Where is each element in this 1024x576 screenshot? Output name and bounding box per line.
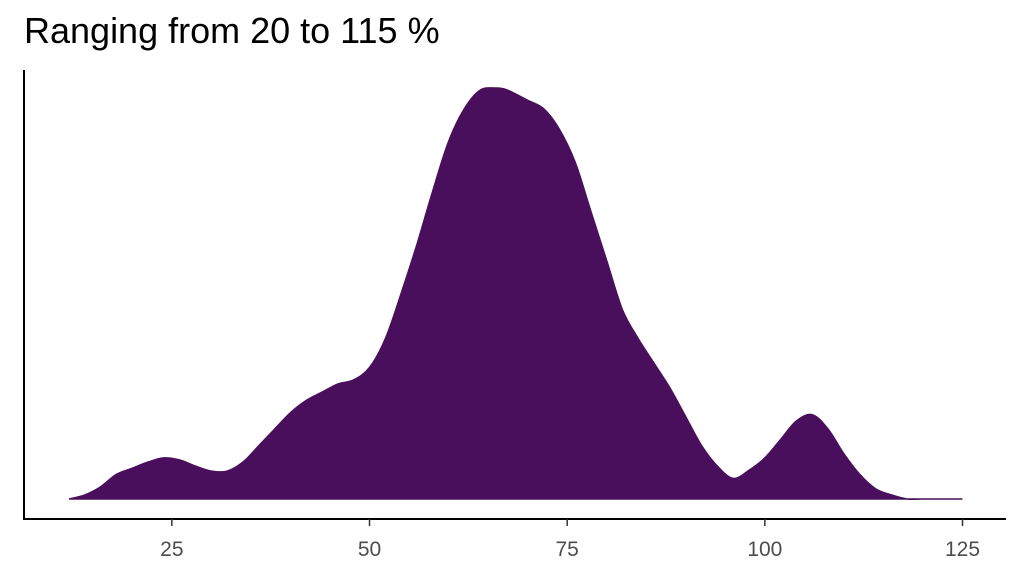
x-tick-label: 100 [747, 538, 782, 561]
x-tick-label: 25 [160, 538, 183, 561]
chart-title: Ranging from 20 to 115 % [24, 10, 440, 51]
x-tick-label: 75 [556, 538, 579, 561]
density-area [68, 87, 963, 501]
x-axis-ticks: 25 50 75 100 125 [160, 519, 980, 561]
x-tick-label: 50 [358, 538, 381, 561]
x-tick-label: 125 [945, 538, 980, 561]
